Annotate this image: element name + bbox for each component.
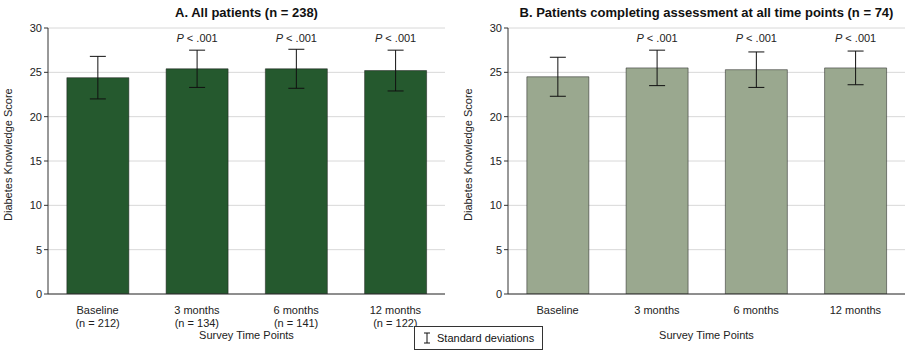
svg-text:10: 10 xyxy=(30,199,42,211)
svg-text:5: 5 xyxy=(36,244,42,256)
html-text:A. All patients (n = 238): A. All patients (n = 238) xyxy=(175,5,318,20)
svg-text:Baseline(n = 212): Baseline(n = 212) xyxy=(75,304,119,329)
svg-text:P < .001: P < .001 xyxy=(835,32,876,44)
svg-text:Diabetes Knowledge Score: Diabetes Knowledge Score xyxy=(462,88,474,221)
svg-text:30: 30 xyxy=(490,22,502,34)
html-text:B. Patients completing assessm: B. Patients completing assessment at all… xyxy=(519,5,894,20)
svg-text:Survey Time Points: Survey Time Points xyxy=(199,329,294,341)
svg-text:20: 20 xyxy=(490,111,502,123)
svg-text:P < .001: P < .001 xyxy=(636,32,677,44)
svg-text:Baseline: Baseline xyxy=(537,304,579,316)
svg-text:6 months: 6 months xyxy=(734,304,780,316)
svg-text:30: 30 xyxy=(30,22,42,34)
svg-text:6 months(n = 141): 6 months(n = 141) xyxy=(274,304,320,329)
html-text:(n = 122): (n = 122) xyxy=(373,317,418,329)
svg-text:0: 0 xyxy=(36,288,42,300)
svg-text:P < .001: P < .001 xyxy=(176,32,217,44)
svg-text:25: 25 xyxy=(490,66,502,78)
svg-text:P < .001: P < .001 xyxy=(276,32,317,44)
svg-text:10: 10 xyxy=(490,199,502,211)
svg-text:3 months(n = 134): 3 months(n = 134) xyxy=(174,304,220,329)
svg-text:15: 15 xyxy=(30,155,42,167)
html-text:12 months: 12 months xyxy=(369,304,422,316)
svg-text:15: 15 xyxy=(490,155,502,167)
svg-text:0: 0 xyxy=(496,288,502,300)
svg-text:12 months: 12 months xyxy=(830,304,882,316)
svg-text:P < .001: P < .001 xyxy=(736,32,777,44)
svg-text:20: 20 xyxy=(30,111,42,123)
svg-text:25: 25 xyxy=(30,66,42,78)
svg-text:3 months: 3 months xyxy=(634,304,680,316)
svg-text:Survey Time Points: Survey Time Points xyxy=(659,329,754,341)
svg-text:5: 5 xyxy=(496,244,502,256)
html-text:Standard deviations: Standard deviations xyxy=(437,332,535,344)
svg-text:Diabetes Knowledge Score: Diabetes Knowledge Score xyxy=(8,88,14,221)
svg-text:P < .001: P < .001 xyxy=(375,32,416,44)
